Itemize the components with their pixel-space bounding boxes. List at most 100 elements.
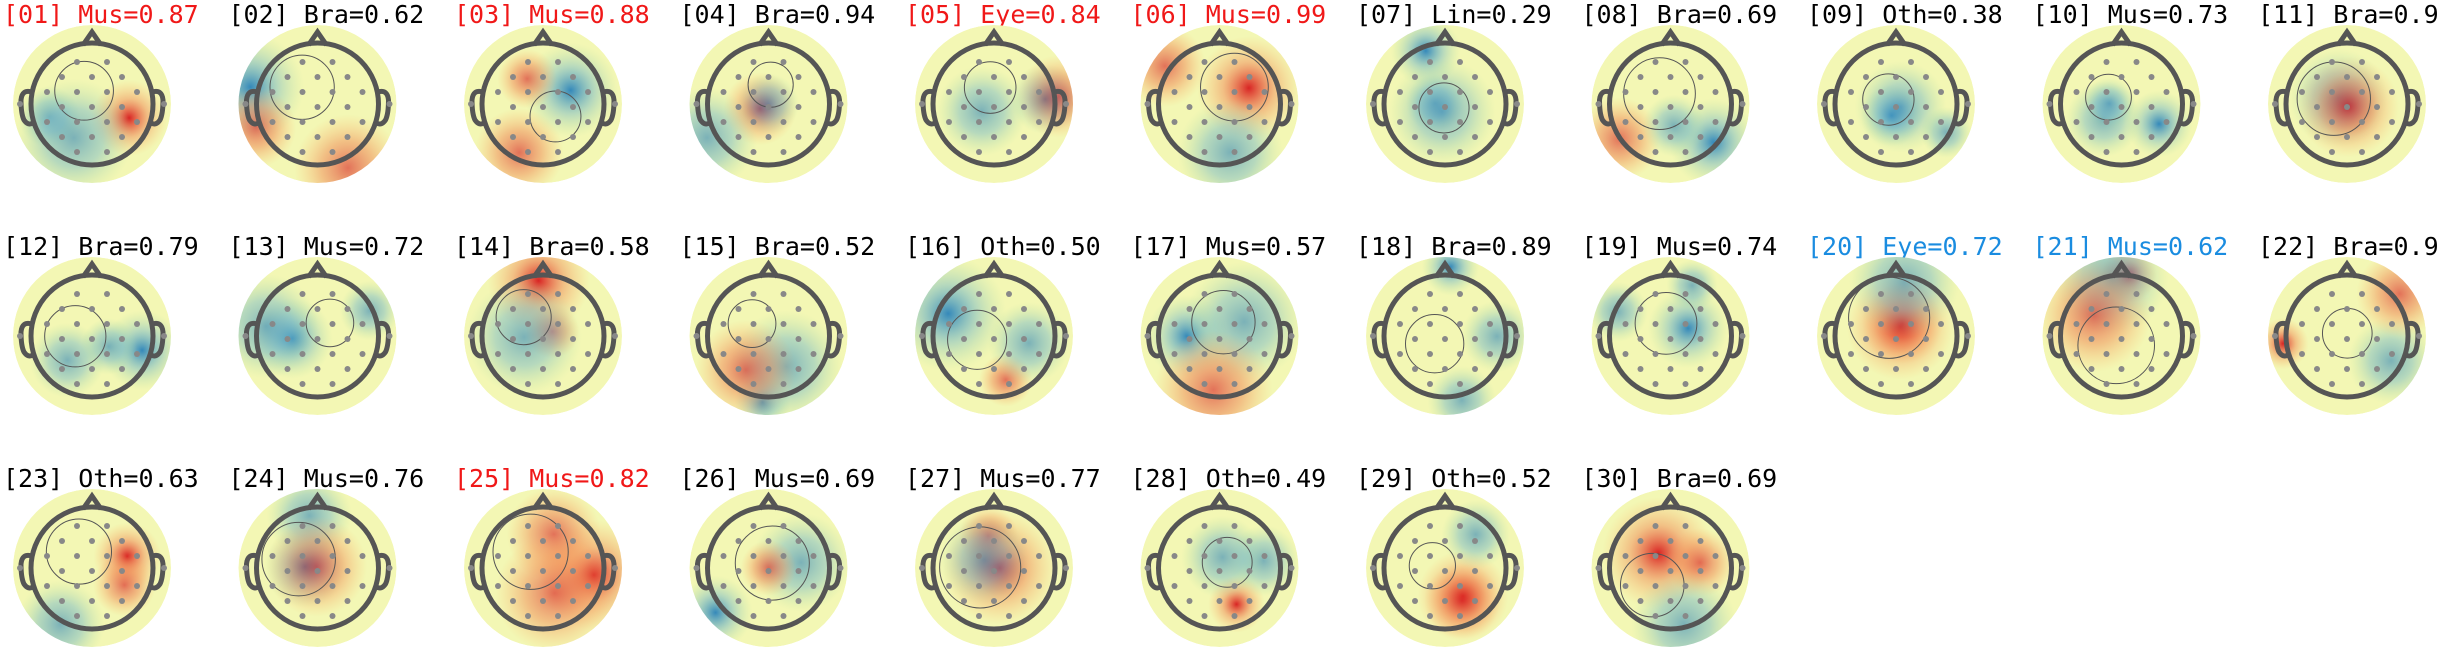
electrode (540, 336, 546, 342)
electrode (74, 119, 80, 125)
electrode (495, 119, 501, 125)
nose (1208, 491, 1231, 511)
electrode (2389, 119, 2395, 125)
ear-right (2179, 88, 2196, 127)
electrode (540, 74, 546, 80)
electrode (1397, 553, 1403, 559)
component-label: [25] Mus=0.82 (454, 464, 650, 493)
electrode (1457, 351, 1463, 357)
electrode (1652, 351, 1659, 357)
electrode (1595, 333, 1602, 339)
electrode (555, 321, 561, 327)
electrode (2148, 366, 2155, 372)
electrode (2314, 336, 2320, 342)
electrode (570, 568, 576, 574)
electrode (2374, 366, 2380, 372)
contour (734, 525, 810, 601)
electrode (119, 598, 125, 604)
electrode (344, 366, 351, 372)
electrode (555, 613, 561, 619)
component: [26] Mus=0.69 (680, 464, 875, 647)
ear-left (18, 88, 35, 127)
electrode (314, 104, 321, 110)
ear-right (149, 320, 166, 359)
electrode (1427, 59, 1433, 65)
electrode (1201, 291, 1208, 297)
electrode (119, 74, 125, 80)
electrode (1472, 538, 1478, 544)
electrode (961, 104, 967, 110)
electrode (991, 74, 997, 80)
component: [17] Mus=0.57 (1131, 232, 1326, 415)
topomap-blob (1441, 500, 1511, 569)
electrode (1427, 613, 1433, 619)
electrode (299, 291, 306, 297)
electrode (89, 568, 95, 574)
electrode (1457, 149, 1463, 155)
electrode (2329, 149, 2335, 155)
electrode (59, 366, 65, 372)
electrode (2103, 291, 2110, 297)
topomap-blob (987, 301, 1070, 384)
electrode (1965, 333, 1971, 339)
electrode (1682, 59, 1689, 65)
electrode (1036, 351, 1042, 357)
electrode (837, 565, 844, 571)
head (254, 272, 381, 400)
electrode (2374, 336, 2380, 342)
electrode (1261, 553, 1268, 559)
contour (495, 289, 552, 346)
electrode (1893, 306, 1899, 312)
electrode (1712, 553, 1719, 559)
electrode (976, 149, 982, 155)
electrode (1637, 104, 1644, 110)
electrode (1938, 89, 1944, 95)
electrode (1231, 381, 1238, 387)
electrode (2299, 119, 2305, 125)
electrode (1682, 583, 1689, 589)
electrode (1021, 134, 1027, 140)
electrode (1923, 74, 1929, 80)
electrode (1036, 583, 1042, 589)
component: [22] Bra=0.97 (2258, 232, 2438, 415)
electrode (495, 89, 501, 95)
topomap-blob (2042, 259, 2151, 373)
topomap (689, 489, 848, 647)
topomap-blob (1177, 99, 1284, 183)
electrode (2359, 89, 2365, 95)
electrode (570, 598, 576, 604)
electrode (1006, 119, 1012, 125)
electrode (1427, 291, 1433, 297)
electrode (119, 104, 125, 110)
ear-right (149, 88, 166, 127)
electrode (299, 381, 306, 387)
electrode (780, 149, 787, 155)
component: [25] Mus=0.82 (454, 464, 650, 647)
electrode (1171, 119, 1178, 125)
component: [01] Mus=0.87 (3, 0, 199, 183)
electrode (1622, 321, 1629, 327)
electrode (2299, 321, 2305, 327)
ear-left (2273, 320, 2290, 359)
electrode (1908, 381, 1914, 387)
electrode (735, 598, 742, 604)
electrode (991, 538, 997, 544)
electrode (1878, 321, 1884, 327)
electrode (961, 598, 967, 604)
electrode (284, 134, 291, 140)
electrode (1021, 74, 1027, 80)
electrode (1652, 613, 1659, 619)
ear-right (1502, 552, 1519, 591)
topomap-blob (695, 319, 796, 415)
electrode (555, 553, 561, 559)
electrode (1006, 583, 1012, 589)
electrode (1021, 538, 1027, 544)
ear-right (1051, 320, 1068, 359)
electrode (510, 366, 516, 372)
electrode (284, 336, 291, 342)
electrode (795, 336, 802, 342)
electrode (1487, 89, 1493, 95)
electrode (74, 583, 80, 589)
electrode (750, 89, 757, 95)
